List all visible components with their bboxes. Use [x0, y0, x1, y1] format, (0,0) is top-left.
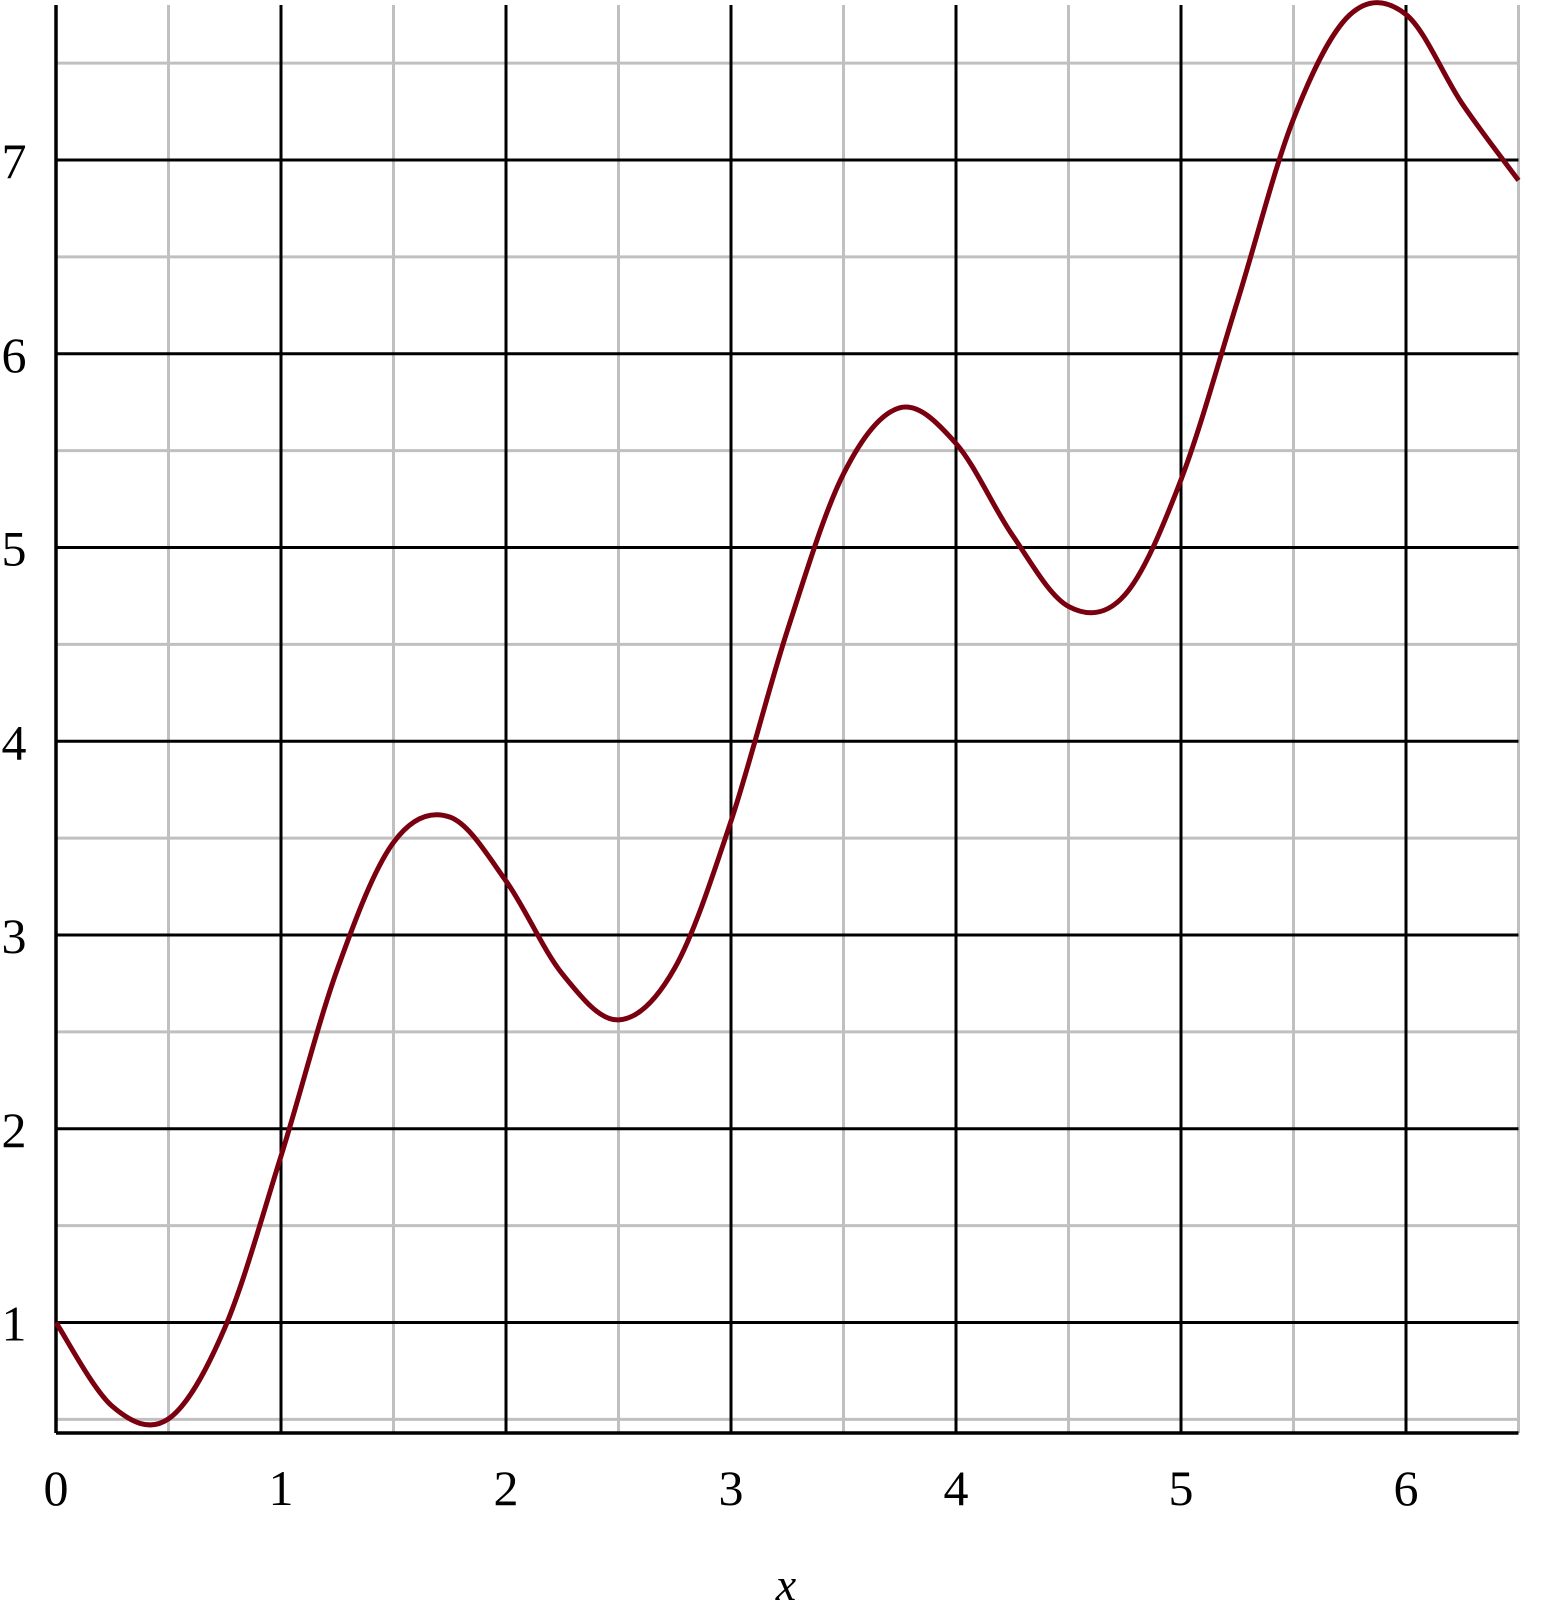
y-tick-label: 7: [2, 133, 27, 189]
y-tick-label: 6: [2, 327, 27, 383]
y-tick-label: 3: [2, 908, 27, 964]
tick-labels: 0 1 2 3 4 5 6 1 2 3 4 5 6 7: [2, 133, 1419, 1516]
major-grid: [56, 5, 1519, 1433]
x-tick-label: 2: [494, 1460, 519, 1516]
x-tick-label: 4: [944, 1460, 969, 1516]
x-axis-label: x: [775, 1559, 797, 1609]
axes: [54, 5, 1519, 1435]
x-tick-label: 3: [719, 1460, 744, 1516]
y-tick-label: 2: [2, 1102, 27, 1158]
series-line: [53, 0, 1521, 1428]
y-tick-label: 5: [2, 521, 27, 577]
x-tick-label: 6: [1394, 1460, 1419, 1516]
y-tick-label: 4: [2, 714, 27, 770]
minor-grid: [56, 5, 1520, 1433]
x-tick-label: 5: [1169, 1460, 1194, 1516]
y-tick-label: 1: [2, 1296, 27, 1352]
x-tick-label: 1: [269, 1460, 294, 1516]
x-tick-label: 0: [44, 1460, 69, 1516]
series: [53, 0, 1521, 1428]
